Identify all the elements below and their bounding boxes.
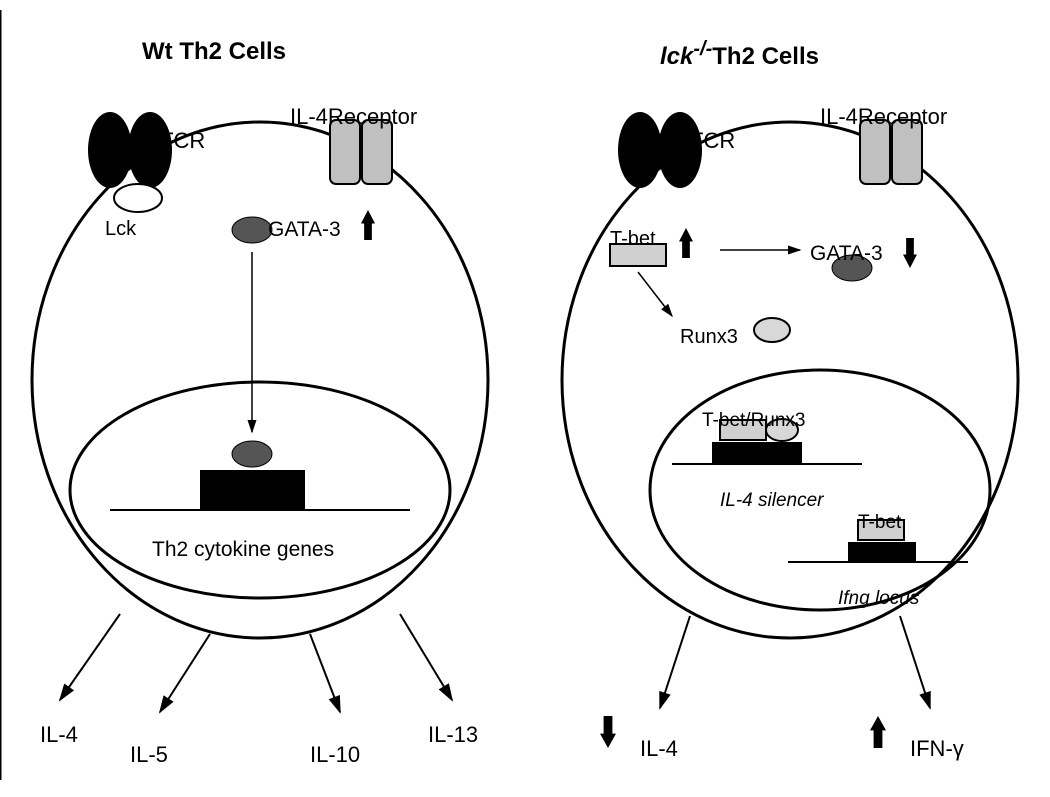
il10-label: IL-10 (310, 742, 360, 768)
il4r-label-right: IL-4Receptor (820, 104, 947, 130)
il4-label-left: IL-4 (40, 722, 78, 748)
il4-silencer-label: IL-4 silencer (720, 490, 824, 512)
left-panel-title: Wt Th2 Cells (142, 38, 286, 66)
ifng-locus-label: Ifng locus (838, 588, 919, 610)
tbet-runx3-label: T-bet/Runx3 (702, 410, 806, 432)
ifng-label: IFN-γ (910, 736, 964, 762)
tcr-label-right: TCR (690, 128, 735, 154)
il4-label-right: IL-4 (640, 736, 678, 762)
tbet-label: T-bet (610, 228, 656, 251)
lck-label: Lck (105, 218, 136, 241)
il13-label: IL-13 (428, 722, 478, 748)
gata3-label-left: GATA-3 (268, 218, 341, 242)
gata3-label-right: GATA-3 (810, 242, 883, 266)
runx3-label: Runx3 (680, 326, 738, 349)
il4r-label-left: IL-4Receptor (290, 104, 417, 130)
figure-canvas: Wt Th2 Cells lck-/-Th2 Cells TCR Lck IL-… (0, 0, 1050, 797)
tcr-label-left: TCR (160, 128, 205, 154)
right-panel-title: lck-/-Th2 Cells (660, 38, 819, 71)
il5-label: IL-5 (130, 742, 168, 768)
th2-cytokine-genes-label: Th2 cytokine genes (152, 538, 334, 562)
tbet-ifng-label: T-bet (858, 512, 901, 534)
